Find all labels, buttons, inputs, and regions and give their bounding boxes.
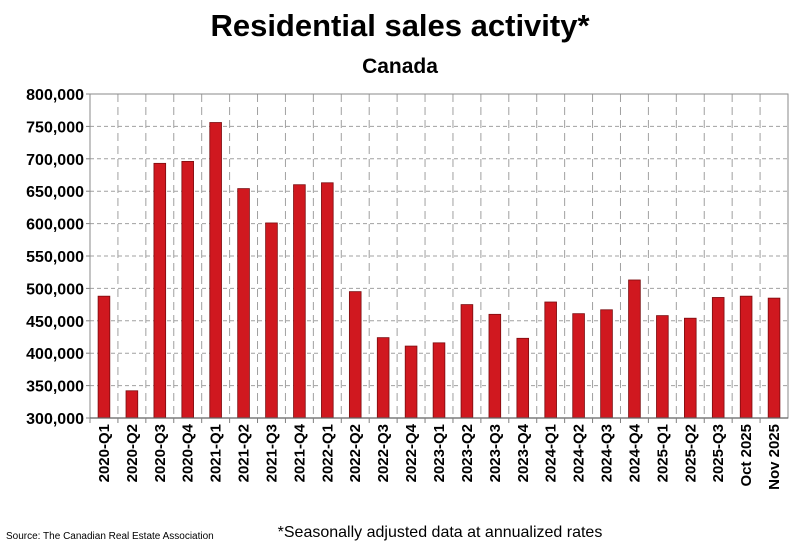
x-tick-label: 2025-Q3: [710, 424, 727, 482]
x-tick-label: 2024-Q3: [599, 424, 616, 482]
bar-2025-q2: [684, 317, 697, 419]
bar-2024-q4: [628, 279, 641, 419]
bar-2022-q3: [376, 337, 390, 419]
bar-2020-q4: [181, 160, 194, 419]
chart-subtitle: Canada: [362, 55, 438, 78]
x-tick-label: Oct 2025: [738, 424, 755, 487]
x-tick-label: 2020-Q1: [96, 424, 113, 482]
bar-nov-2025: [767, 297, 781, 419]
x-tick-label: 2020-Q2: [124, 424, 141, 482]
y-tick-label: 750,000: [26, 119, 84, 136]
bar-2021-q3: [265, 222, 278, 419]
x-tick-label: 2022-Q1: [319, 424, 336, 482]
x-tick-label: 2021-Q4: [291, 423, 308, 482]
bar-2023-q4: [516, 337, 530, 419]
x-tick-label: 2022-Q3: [375, 424, 392, 482]
bar-2020-q2: [125, 390, 139, 419]
x-tick-label: 2024-Q1: [543, 424, 560, 482]
y-tick-label: 700,000: [26, 152, 84, 169]
y-tick-label: 800,000: [26, 87, 84, 104]
y-tick-label: 500,000: [26, 281, 84, 298]
y-tick-label: 450,000: [26, 314, 84, 331]
x-tick-label: 2020-Q4: [180, 423, 197, 482]
bar-2021-q2: [237, 188, 250, 419]
bar-2024-q3: [600, 309, 613, 419]
x-tick-label: 2022-Q2: [347, 424, 364, 482]
x-tick-label: 2024-Q2: [571, 424, 588, 482]
bar-oct-2025: [739, 295, 753, 419]
x-tick-label: 2021-Q3: [263, 424, 280, 482]
bar-2020-q1: [97, 295, 111, 419]
footnote: *Seasonally adjusted data at annualized …: [277, 524, 603, 541]
x-tick-label: 2024-Q4: [626, 423, 643, 482]
x-tick-label: 2023-Q2: [459, 424, 476, 482]
y-tick-label: 300,000: [26, 411, 84, 428]
bar-2024-q2: [572, 313, 585, 419]
bar-2022-q2: [348, 291, 362, 419]
y-tick-label: 600,000: [26, 217, 84, 234]
y-tick-label: 550,000: [26, 249, 84, 266]
source-note: Source: The Canadian Real Estate Associa…: [6, 531, 214, 542]
bar-2021-q1: [209, 122, 222, 419]
x-tick-label: 2023-Q3: [487, 424, 504, 482]
x-tick-label: Nov 2025: [766, 424, 783, 490]
x-tick-label: 2025-Q2: [682, 424, 699, 482]
x-tick-label: 2023-Q4: [515, 423, 532, 482]
bar-2022-q1: [321, 182, 334, 419]
bar-2023-q2: [460, 304, 474, 419]
bar-2022-q4: [404, 345, 418, 419]
chart-title: Residential sales activity*: [210, 8, 590, 43]
x-tick-label: 2022-Q4: [403, 423, 420, 482]
y-tick-label: 650,000: [26, 184, 84, 201]
bar-2025-q3: [711, 297, 725, 419]
bar-2021-q4: [293, 184, 306, 419]
x-tick-label: 2020-Q3: [152, 424, 169, 482]
y-tick-label: 350,000: [26, 379, 84, 396]
bar-2023-q1: [432, 342, 446, 419]
bar-2023-q3: [488, 313, 502, 419]
bar-2024-q1: [544, 301, 557, 419]
bar-2025-q1: [656, 315, 669, 419]
x-tick-label: 2025-Q1: [654, 424, 671, 482]
x-tick-label: 2021-Q1: [208, 424, 225, 482]
bar-2020-q3: [153, 162, 167, 419]
x-tick-label: 2021-Q2: [236, 424, 253, 482]
y-tick-label: 400,000: [26, 346, 84, 363]
x-tick-label: 2023-Q1: [431, 424, 448, 482]
